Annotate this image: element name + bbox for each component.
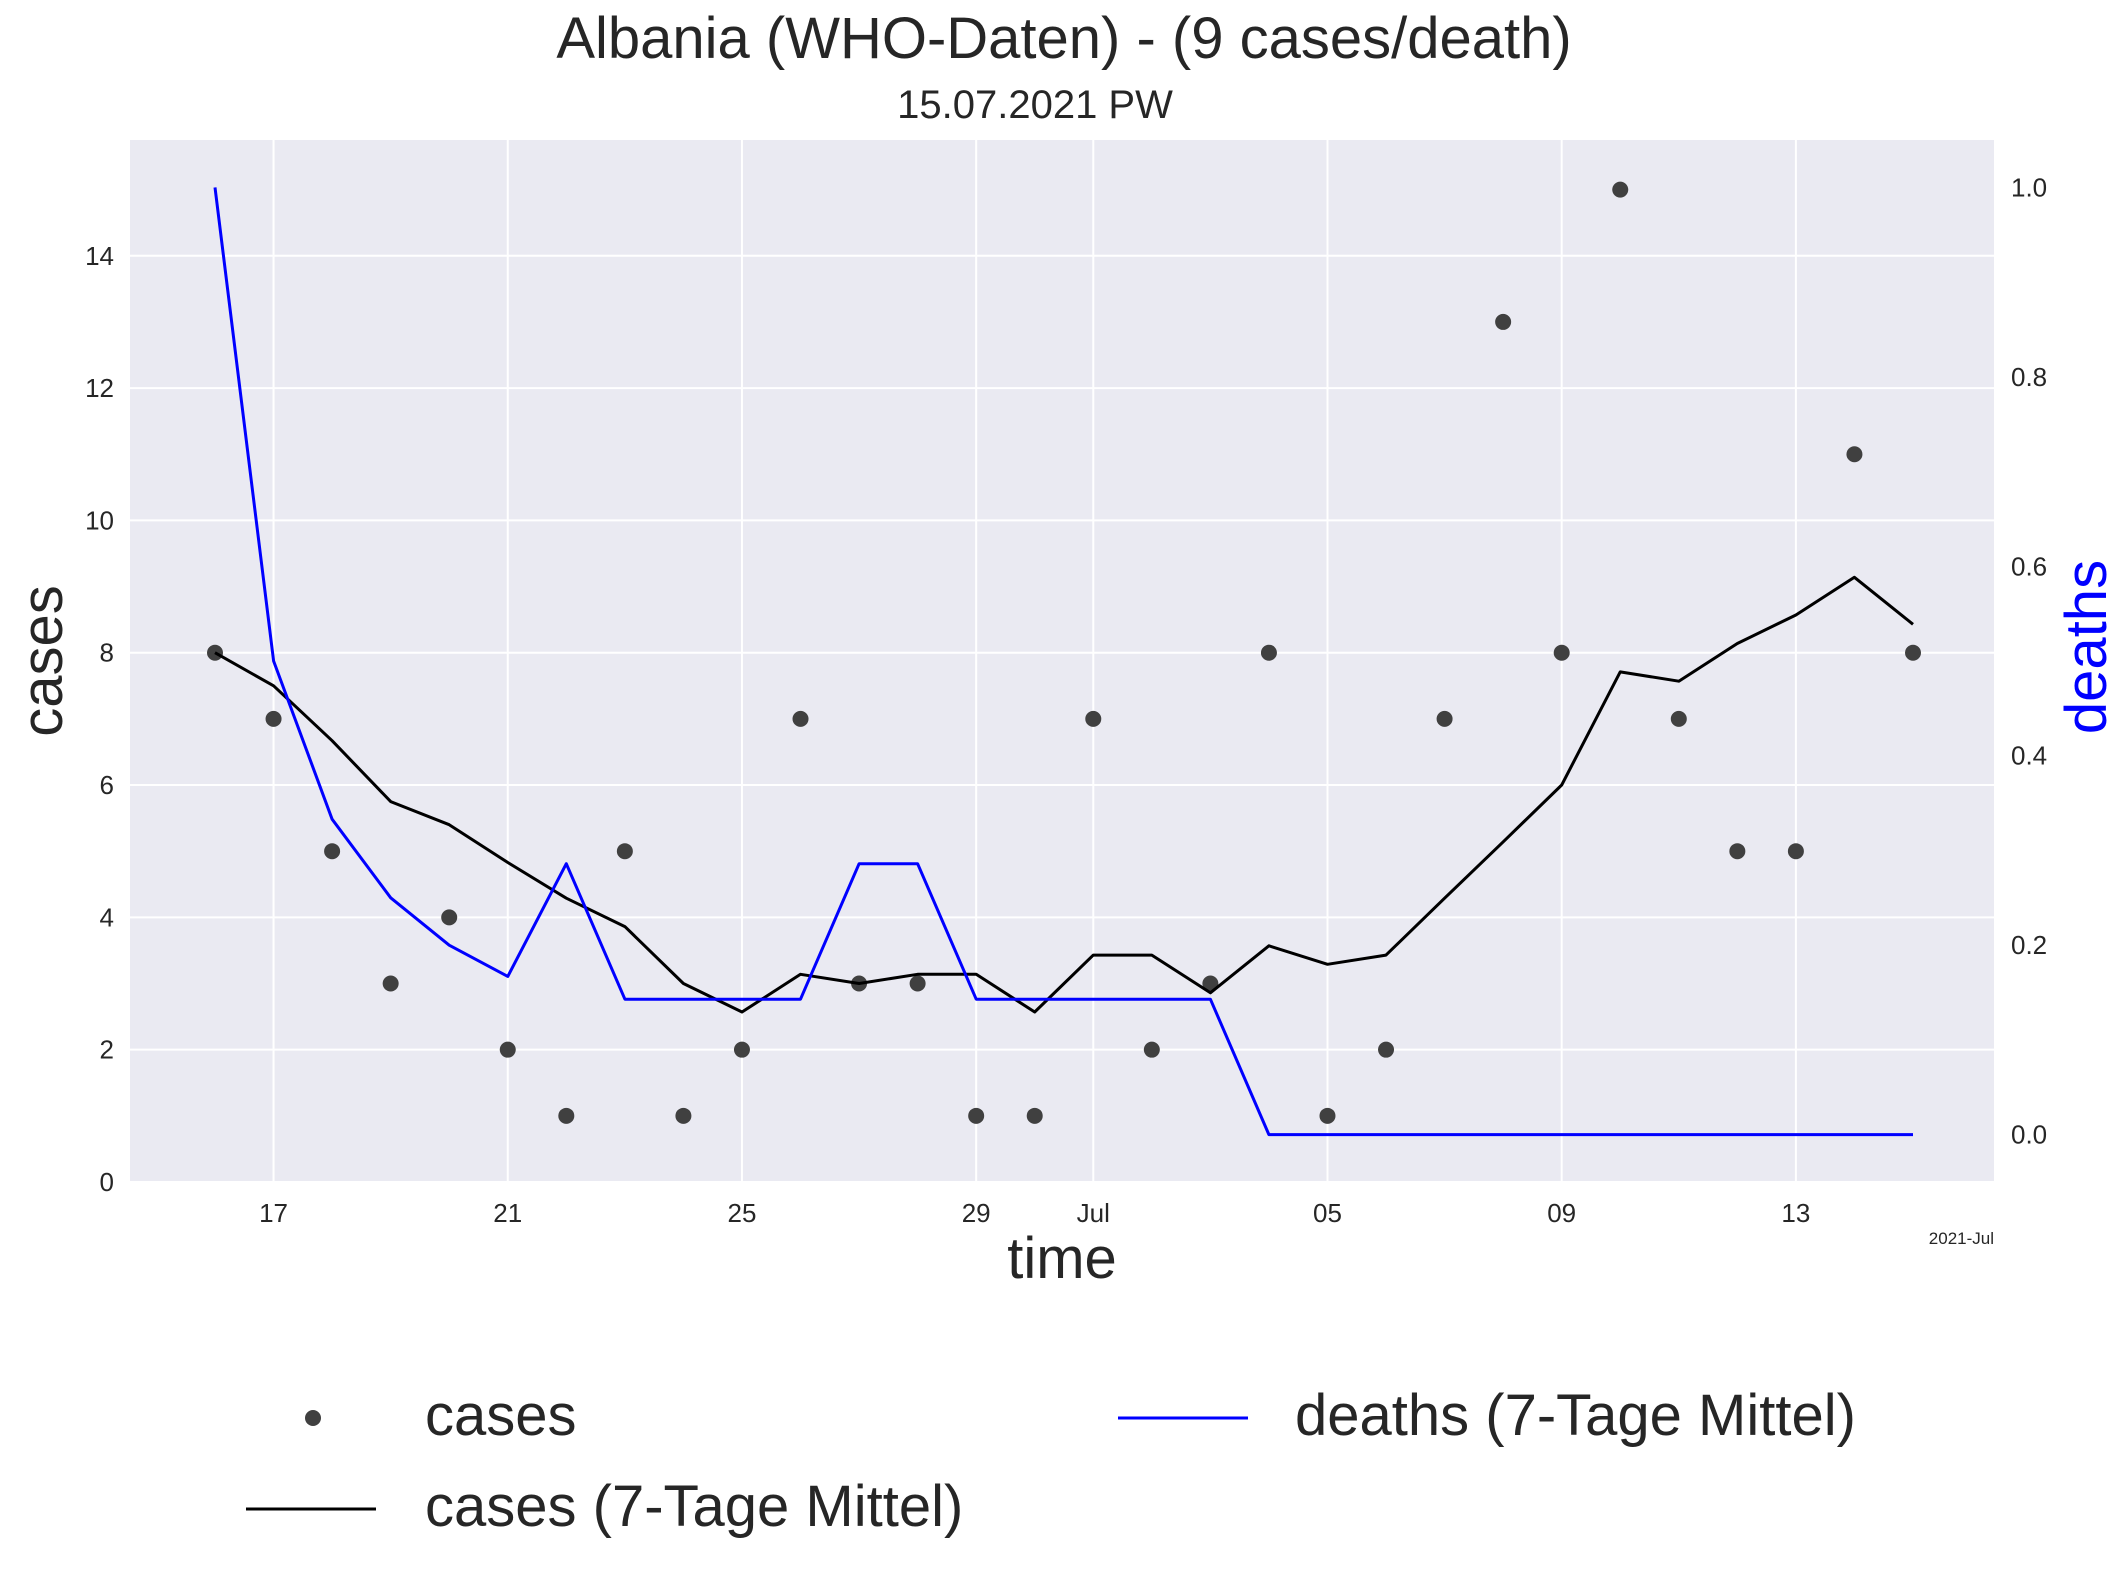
legend-cases-label: cases [425, 1383, 577, 1448]
cases-point [733, 1041, 750, 1058]
legend-deaths-mean-label: deaths (7-Tage Mittel) [1295, 1383, 1856, 1448]
cases-point [909, 975, 926, 992]
cases-point [1260, 644, 1277, 661]
x-tick-label: 25 [728, 1198, 757, 1228]
cases-point [1787, 843, 1804, 860]
cases-point [382, 975, 399, 992]
y2-tick-labels: 0.0 0.2 0.4 0.6 0.8 1.0 [2011, 172, 2047, 1149]
cases-point [441, 909, 458, 926]
x-tick-label: 21 [493, 1198, 522, 1228]
y-tick-label: 10 [85, 505, 114, 535]
cases-point [1670, 710, 1687, 727]
cases-point [1143, 1041, 1160, 1058]
cases-point [265, 710, 282, 727]
y2-tick-label: 0.2 [2011, 930, 2047, 960]
chart-title: Albania (WHO-Daten) - (9 cases/death) [556, 6, 1571, 71]
y-tick-labels: 0 2 4 6 8 10 12 14 [85, 241, 114, 1197]
series-cases-points [207, 181, 1921, 1124]
cases-point [1378, 1041, 1395, 1058]
y-tick-label: 4 [100, 902, 114, 932]
legend-cases-mean-label: cases (7-Tage Mittel) [425, 1474, 963, 1539]
cases-7day-mean-line [214, 575, 1914, 1014]
x-tick-labels: 17 21 25 29 Jul 05 09 13 [259, 1198, 1810, 1228]
cases-point [1026, 1107, 1043, 1124]
x-tick-label: 05 [1313, 1198, 1342, 1228]
y2-tick-label: 0.6 [2011, 551, 2047, 581]
cases-point [558, 1107, 575, 1124]
cases-point [1553, 644, 1570, 661]
cases-point [499, 1041, 516, 1058]
cases-point [1495, 313, 1512, 330]
y-tick-label: 6 [100, 770, 114, 800]
legend: cases cases (7-Tage Mittel) deaths (7-Ta… [246, 1383, 1856, 1539]
y2-tick-label: 0.8 [2011, 362, 2047, 392]
cases-point [616, 843, 633, 860]
x-tick-label: 09 [1547, 1198, 1576, 1228]
cases-point [792, 710, 809, 727]
cases-point [324, 843, 341, 860]
y-tick-label: 14 [85, 241, 114, 271]
x-tick-label: 17 [259, 1198, 288, 1228]
x-tick-label: 29 [962, 1198, 991, 1228]
y2-tick-label: 0.0 [2011, 1120, 2047, 1150]
series-layer [207, 181, 1921, 1137]
cases-point [675, 1107, 692, 1124]
x-tick-label: Jul [1077, 1198, 1110, 1228]
x-offset-label: 2021-Jul [1929, 1229, 1994, 1248]
y2-axis-label: deaths [2054, 560, 2119, 734]
cases-point [1846, 446, 1863, 463]
cases-point [1905, 644, 1921, 661]
cases-point [1085, 710, 1102, 727]
y2-tick-label: 0.4 [2011, 741, 2047, 771]
y-tick-label: 8 [100, 638, 114, 668]
plot-area [130, 140, 1994, 1182]
cases-point [1436, 710, 1453, 727]
y-axis-label: cases [10, 585, 75, 737]
cases-point [968, 1107, 985, 1124]
legend-cases-marker [305, 1410, 321, 1426]
y-tick-label: 2 [100, 1035, 114, 1065]
grid [130, 140, 1994, 1183]
x-axis-label: time [1007, 1226, 1117, 1291]
x-tick-label: 13 [1781, 1198, 1810, 1228]
cases-point [1319, 1107, 1336, 1124]
cases-point [1729, 843, 1746, 860]
y-tick-label: 12 [85, 373, 114, 403]
cases-point [1202, 975, 1219, 992]
cases-point [1612, 181, 1629, 198]
y-tick-label: 0 [100, 1167, 114, 1197]
chart-subtitle: 15.07.2021 PW [897, 83, 1173, 127]
y2-tick-label: 1.0 [2011, 172, 2047, 202]
deaths-7day-mean-line [213, 187, 1913, 1137]
